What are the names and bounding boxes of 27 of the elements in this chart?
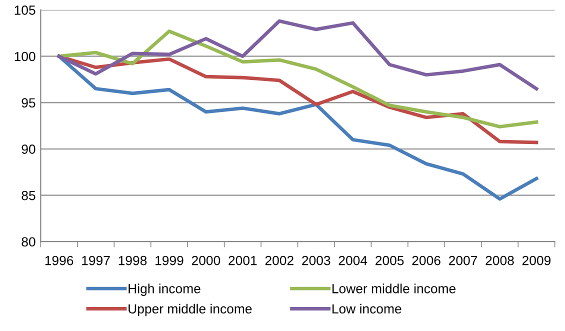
x-tick-label: 2007 xyxy=(449,256,478,266)
line-series xyxy=(57,54,538,201)
line-series xyxy=(57,19,538,90)
x-tick-label: 2006 xyxy=(412,256,440,266)
x-tick-label: 2003 xyxy=(302,256,330,266)
legend-label: Lower middle income xyxy=(332,284,456,294)
x-tick-label: 2004 xyxy=(338,256,368,266)
y-tick-label: 95 xyxy=(22,98,36,108)
y-tick-label: 85 xyxy=(22,190,36,200)
legend-label: Upper middle income xyxy=(128,304,252,316)
x-tick-label: 2008 xyxy=(486,256,514,266)
x-tick-label: 2005 xyxy=(376,256,404,266)
x-tick-label: 1996 xyxy=(45,256,74,266)
x-tick-label: 2002 xyxy=(265,256,294,266)
x-tick-label: 2001 xyxy=(228,256,257,266)
x-tick-label: 1999 xyxy=(156,256,184,266)
legend-label: Low income xyxy=(332,304,402,314)
x-tick-label: 1998 xyxy=(118,256,147,266)
y-tick-label: 80 xyxy=(22,237,36,247)
y-tick-label: 105 xyxy=(14,5,36,15)
x-tick-label: 2009 xyxy=(522,256,551,266)
line-series xyxy=(57,30,538,128)
x-tick-label: 1997 xyxy=(82,256,110,266)
x-tick-label: 2000 xyxy=(192,256,220,266)
y-tick-label: 100 xyxy=(14,52,36,62)
y-tick-label: 90 xyxy=(22,144,36,154)
legend-label: High income xyxy=(128,284,200,296)
